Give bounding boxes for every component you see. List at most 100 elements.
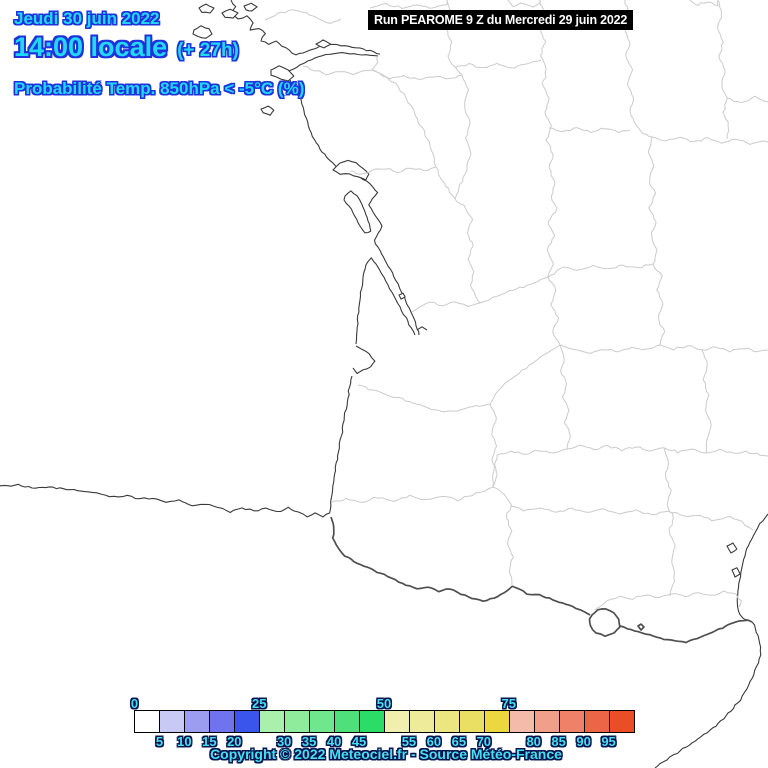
- forecast-date: Jeudi 30 juin 2022: [14, 9, 160, 28]
- noirmoutier-island: [270, 65, 295, 82]
- department-boundary: [371, 69, 463, 80]
- department-boundary: [302, 65, 373, 76]
- scale-tick-bottom-20: 20: [227, 734, 242, 749]
- department-boundary: [371, 69, 437, 168]
- scale-tick-bottom-30: 30: [276, 734, 292, 749]
- department-boundary: [546, 207, 558, 278]
- scale-cell-75: [509, 711, 534, 732]
- scale-tick-top-50: 50: [376, 696, 392, 711]
- llivia-enclave: [637, 623, 645, 631]
- scale-tick-bottom-90: 90: [576, 734, 591, 749]
- department-boundary: [726, 95, 768, 104]
- gironde-west-bank-medoc: [355, 257, 416, 345]
- department-boundary: [717, 0, 730, 140]
- scale-tick-bottom-60: 60: [426, 734, 442, 749]
- gulf-of-lion-coast: [736, 513, 768, 623]
- forecast-time-row: 14:00 locale (+ 27h): [14, 32, 304, 63]
- belle-ile-island: [192, 25, 213, 39]
- landes-basque-spanish-coast: [0, 375, 353, 518]
- department-boundary: [647, 136, 658, 265]
- scale-tick-bottom-55: 55: [401, 734, 417, 749]
- ile-d-yeu-island: [260, 105, 275, 116]
- scale-cell-60: [434, 711, 459, 732]
- scale-cell-0: [135, 711, 159, 732]
- department-boundary: [507, 0, 541, 8]
- department-boundary: [357, 384, 491, 413]
- loire-south-bank: [285, 52, 379, 74]
- department-boundary: [559, 344, 571, 450]
- copyright-line: Copyright © 2022 Meteociel.fr - Source M…: [210, 746, 562, 762]
- vendee-charente-gironde-coast: [285, 72, 420, 336]
- scale-cell-80: [534, 711, 559, 732]
- pyrenees-border-west: [330, 516, 591, 616]
- scale-cell-15: [209, 711, 234, 732]
- scale-tick-bottom-80: 80: [526, 734, 541, 749]
- morbihan-islet-1: [198, 3, 215, 14]
- department-boundary: [435, 166, 456, 200]
- forecast-header: Jeudi 30 juin 2022 14:00 locale (+ 27h) P…: [14, 9, 304, 99]
- department-boundary: [454, 59, 542, 69]
- department-boundary: [510, 505, 754, 531]
- department-boundary: [371, 55, 379, 71]
- scale-cell-65: [459, 711, 484, 732]
- scale-cell-95: [609, 711, 634, 732]
- scale-cell-20: [234, 711, 259, 732]
- scale-tick-bottom-40: 40: [326, 734, 342, 749]
- scale-tick-bottom-70: 70: [476, 734, 492, 749]
- department-boundary: [701, 349, 712, 454]
- languedoc-lagoon-1: [726, 542, 738, 554]
- scale-tick-bottom-5: 5: [155, 734, 164, 749]
- morbihan-islet-3: [243, 2, 258, 12]
- department-boundary: [479, 276, 549, 304]
- arcachon-basin: [352, 345, 376, 375]
- brittany-loire-coast: [229, 0, 381, 56]
- department-boundary: [566, 444, 768, 457]
- model-run-banner: Run PEAROME 9 Z du Mercredi 29 juin 2022: [368, 10, 634, 30]
- scale-cell-10: [184, 711, 209, 732]
- scale-tick-bottom-65: 65: [451, 734, 467, 749]
- scale-cell-40: [334, 711, 359, 732]
- scale-cell-55: [409, 711, 434, 732]
- scale-cell-25: [259, 711, 284, 732]
- department-boundary: [492, 486, 514, 587]
- morbihan-islet-2: [221, 8, 239, 19]
- scale-tick-top-25: 25: [252, 696, 267, 711]
- scale-cell-45: [359, 711, 384, 732]
- department-boundary: [659, 344, 768, 353]
- ile-d-oleron-island: [343, 190, 372, 234]
- dordogne-spur: [416, 326, 428, 331]
- forecast-local-time: 14:00 locale: [14, 32, 168, 62]
- scale-cell-5: [159, 711, 184, 732]
- department-boundary: [492, 455, 498, 488]
- department-boundary: [349, 166, 437, 175]
- scale-tick-bottom-95: 95: [601, 734, 616, 749]
- forecast-variable-label: Probabilité Temp. 850hPa < -5°C (%): [14, 79, 305, 98]
- department-boundary: [264, 9, 342, 24]
- scale-tick-bottom-35: 35: [301, 734, 317, 749]
- department-boundary: [652, 263, 666, 346]
- department-boundary: [651, 136, 768, 145]
- scale-tick-bottom-15: 15: [202, 734, 217, 749]
- department-boundary: [489, 344, 561, 405]
- department-boundary: [547, 263, 654, 278]
- department-boundary: [330, 486, 494, 504]
- department-boundary: [548, 127, 631, 134]
- department-boundary: [547, 276, 561, 346]
- scale-cell-70: [484, 711, 509, 732]
- scale-cell-90: [584, 711, 609, 732]
- scale-cell-85: [559, 711, 584, 732]
- forecast-hour-offset: (+ 27h): [177, 40, 239, 61]
- department-boundary: [489, 403, 498, 488]
- scale-tick-top-75: 75: [501, 696, 516, 711]
- department-boundary: [538, 0, 558, 209]
- st-nazaire-islet: [315, 39, 332, 49]
- color-scale-bar: [134, 710, 635, 733]
- ile-de-re-island: [332, 159, 370, 181]
- languedoc-lagoon-2: [731, 567, 741, 578]
- scale-tick-top-0: 0: [130, 696, 139, 711]
- scale-cell-30: [284, 711, 309, 732]
- department-boundary: [663, 447, 676, 597]
- scale-cell-50: [384, 711, 409, 732]
